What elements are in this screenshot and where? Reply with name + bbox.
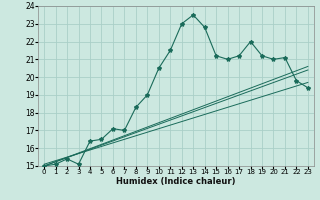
X-axis label: Humidex (Indice chaleur): Humidex (Indice chaleur): [116, 177, 236, 186]
